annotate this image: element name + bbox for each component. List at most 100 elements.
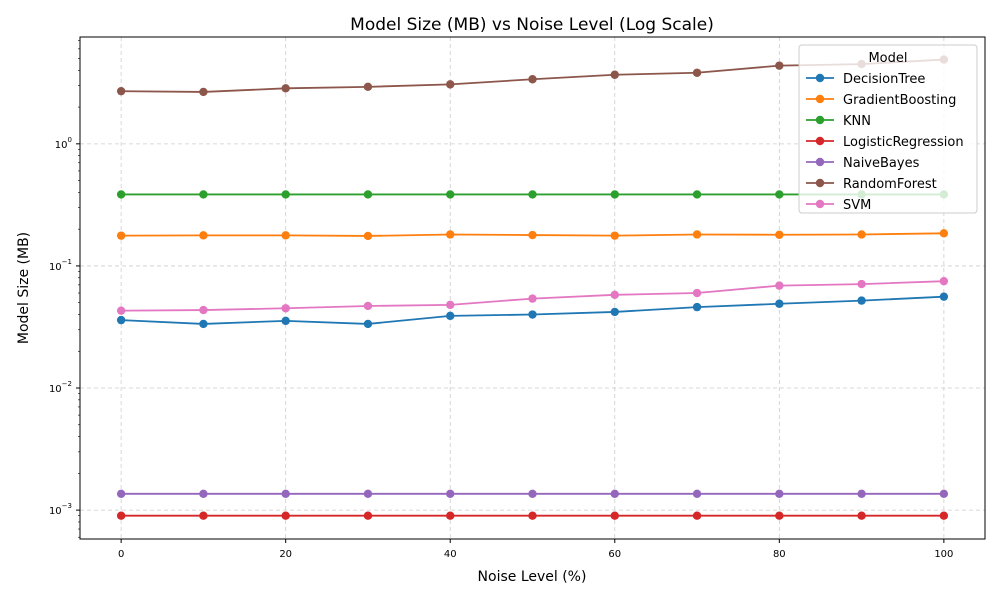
y-tick-exponent: −1 [62,258,72,266]
legend-marker [815,115,825,125]
legend-marker [815,73,825,83]
data-point [610,489,619,499]
data-point [775,190,784,199]
data-point [281,511,290,520]
data-point [775,511,784,520]
data-point [446,230,455,239]
y-tick-exponent: 0 [68,136,72,144]
legend-marker [815,94,825,104]
data-point [775,281,784,290]
legend-item: KNN [806,114,871,129]
data-point [363,511,373,520]
data-point [528,190,537,199]
legend: Model DecisionTree GradientBoosting KNN Log… [798,44,978,214]
series-svm [116,276,949,315]
y-tick-label: 10−3 [49,502,72,517]
data-point [281,489,290,499]
y-tick-label: 10−1 [49,258,72,273]
data-point [199,305,208,315]
data-point [199,190,208,199]
data-point [446,511,455,520]
y-tick-label: 10−2 [49,380,72,395]
data-point [446,300,455,310]
data-point [775,230,784,239]
legend-label: SVM [843,198,871,213]
legend-label: NaiveBayes [843,156,920,171]
data-point [692,230,702,239]
x-tick-label: 100 [934,549,953,560]
data-point [857,296,866,305]
data-point [116,86,126,96]
data-point [528,294,537,303]
data-point [528,75,537,84]
legend-marker [815,136,825,146]
x-tick-label: 80 [773,549,786,560]
data-point [857,279,866,289]
chart-title: Model Size (MB) vs Noise Level (Log Scal… [350,15,714,35]
x-tick-label: 20 [279,549,292,560]
data-point [528,489,537,499]
y-tick-base: 10 [49,262,62,273]
legend-box [798,44,978,214]
data-point [528,310,537,319]
x-tick-label: 40 [444,549,457,560]
data-point [528,230,537,240]
data-point [116,190,126,199]
y-tick-base: 10 [49,506,62,517]
data-point [116,231,126,240]
data-point [281,316,290,326]
x-tick-label: 0 [118,549,124,560]
data-point [199,231,208,240]
y-tick-base: 10 [49,384,62,395]
data-point [775,61,784,70]
data-point [610,511,619,520]
legend-marker [815,178,825,188]
legend-label: RandomForest [843,177,937,192]
y-axis-label: Model Size (MB) [16,232,32,344]
data-point [528,511,537,520]
x-axis-label: Noise Level (%) [478,569,587,585]
data-point [363,190,373,199]
legend-title: Model [868,51,907,66]
y-tick-label: 100 [55,136,72,151]
data-point [775,299,784,308]
legend-items: DecisionTree GradientBoosting KNN LogisticR… [806,72,964,213]
legend-label: GradientBoosting [843,93,956,108]
data-point [281,84,290,93]
data-point [199,87,208,97]
data-point [446,489,455,499]
legend-item: NaiveBayes [806,156,920,171]
x-tick-label: 60 [608,549,621,560]
plot-frame [79,36,986,540]
data-point [857,230,866,239]
legend-item: DecisionTree [806,72,925,87]
data-point [116,511,126,520]
data-point [939,292,949,301]
data-point [363,231,373,241]
data-point [939,229,949,238]
data-point [446,311,455,321]
data-point [857,511,866,520]
data-point [281,231,290,240]
data-point [281,304,290,313]
legend-item: RandomForest [806,177,937,192]
y-tick-base: 10 [55,140,68,151]
data-point [363,301,373,311]
data-point [446,80,455,89]
series-naivebayes [116,489,949,499]
legend-item: SVM [806,198,871,213]
data-point [939,276,949,286]
data-point [116,489,126,499]
data-point [116,315,126,325]
grid [80,37,985,539]
legend-item: LogisticRegression [806,135,964,150]
data-point [692,68,702,77]
data-point [692,302,702,312]
data-point [610,190,619,199]
data-point [692,190,702,199]
x-axis: 0 20 40 60 80 100 [118,539,953,560]
series-gradientboosting [116,229,949,241]
legend-label: LogisticRegression [843,135,964,150]
